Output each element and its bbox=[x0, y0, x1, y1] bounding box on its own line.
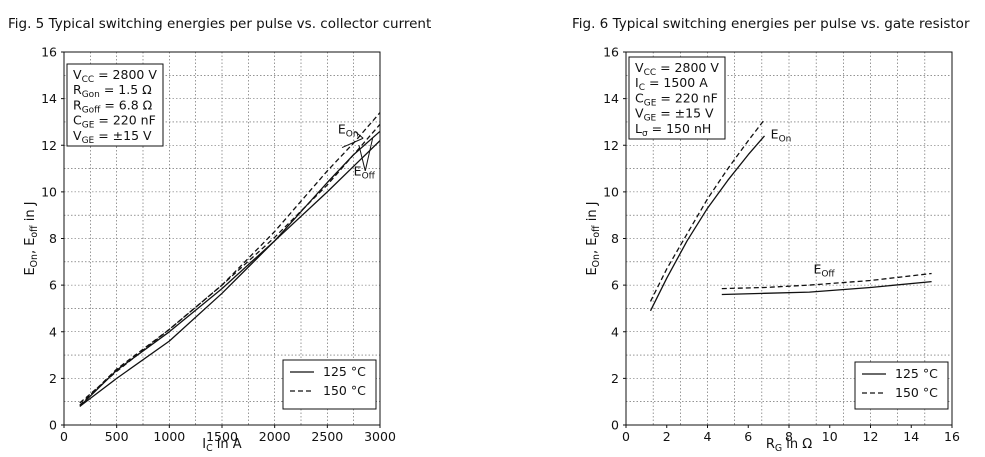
x-tick-label: 500 bbox=[105, 429, 129, 444]
x-tick-label: 8 bbox=[785, 429, 793, 444]
x-tick-label: 14 bbox=[903, 429, 919, 444]
y-tick-label: 2 bbox=[49, 371, 57, 386]
legend-label: 150 °C bbox=[323, 383, 366, 398]
y-tick-label: 12 bbox=[41, 138, 57, 153]
parameter-line: Lσ = 150 nH bbox=[635, 121, 711, 139]
curve-label: EOn bbox=[338, 122, 359, 140]
y-tick-label: 16 bbox=[41, 45, 57, 60]
x-tick-label: 16 bbox=[944, 429, 960, 444]
fig6-title: Fig. 6 Typical switching energies per pu… bbox=[572, 16, 970, 32]
y-tick-label: 16 bbox=[603, 45, 619, 60]
y-tick-label: 0 bbox=[49, 418, 57, 433]
y-tick-label: 12 bbox=[603, 138, 619, 153]
y-tick-label: 14 bbox=[41, 91, 57, 106]
y-tick-label: 10 bbox=[41, 184, 57, 199]
leader-line bbox=[358, 145, 366, 172]
x-tick-label: 10 bbox=[822, 429, 838, 444]
parameter-line: CGE = 220 nF bbox=[73, 113, 156, 131]
x-tick-label: 6 bbox=[744, 429, 752, 444]
curve-label: EOff bbox=[813, 261, 835, 279]
legend-box bbox=[282, 359, 377, 410]
y-tick-label: 8 bbox=[49, 231, 57, 246]
parameter-line: VCC = 2800 V bbox=[635, 60, 719, 78]
y-axis-label: EOn, Eoff in J bbox=[23, 201, 40, 275]
x-tick-label: 1000 bbox=[153, 429, 185, 444]
x-tick-label: 12 bbox=[863, 429, 879, 444]
series-on-dashed bbox=[649, 119, 766, 302]
x-tick-label: 2000 bbox=[259, 429, 291, 444]
x-tick-label: 0 bbox=[60, 429, 68, 444]
leader-line bbox=[341, 137, 364, 149]
parameter-line: VGE = ±15 V bbox=[635, 106, 714, 124]
x-tick-label: 4 bbox=[704, 429, 712, 444]
legend-label: 125 °C bbox=[323, 364, 366, 379]
series-off-dashed bbox=[721, 272, 932, 290]
leader-line bbox=[354, 130, 364, 139]
x-tick-label: 0 bbox=[622, 429, 630, 444]
legend-label: 150 °C bbox=[895, 385, 938, 400]
y-tick-label: 0 bbox=[611, 418, 619, 433]
x-axis-label: RG in Ω bbox=[766, 437, 812, 454]
x-axis-label: IC in A bbox=[202, 437, 241, 454]
y-axis-label: EOn, Eoff in J bbox=[585, 201, 602, 275]
legend-box bbox=[854, 361, 949, 410]
parameter-line: VGE = ±15 V bbox=[73, 128, 152, 146]
legend-label: 125 °C bbox=[895, 366, 938, 381]
parameter-line: IC = 1500 A bbox=[635, 75, 708, 93]
series-off-solid bbox=[79, 140, 381, 407]
parameter-line: VCC = 2800 V bbox=[73, 67, 157, 85]
x-tick-label: 1500 bbox=[206, 429, 238, 444]
parameter-box bbox=[628, 56, 726, 140]
series-on-solid bbox=[79, 130, 381, 407]
curve-label: EOn bbox=[771, 126, 792, 144]
parameter-box bbox=[66, 63, 164, 147]
fig5-title: Fig. 5 Typical switching energies per pu… bbox=[8, 16, 432, 32]
x-tick-label: 3000 bbox=[364, 429, 396, 444]
y-tick-label: 6 bbox=[49, 278, 57, 293]
series-on-solid bbox=[649, 135, 765, 312]
curve-label: EOff bbox=[354, 164, 376, 182]
leader-line bbox=[364, 138, 374, 172]
parameter-line: RGon = 1.5 Ω bbox=[73, 82, 152, 100]
y-tick-label: 8 bbox=[611, 231, 619, 246]
x-tick-label: 2500 bbox=[311, 429, 343, 444]
y-tick-label: 10 bbox=[603, 184, 619, 199]
parameter-line: RGoff = 6.8 Ω bbox=[73, 97, 153, 115]
y-tick-label: 6 bbox=[611, 278, 619, 293]
y-tick-label: 4 bbox=[611, 324, 619, 339]
parameter-line: CGE = 220 nF bbox=[635, 90, 718, 108]
series-off-solid bbox=[721, 280, 932, 296]
y-tick-label: 4 bbox=[49, 324, 57, 339]
y-tick-label: 14 bbox=[603, 91, 619, 106]
y-tick-label: 2 bbox=[611, 371, 619, 386]
x-tick-label: 2 bbox=[663, 429, 671, 444]
